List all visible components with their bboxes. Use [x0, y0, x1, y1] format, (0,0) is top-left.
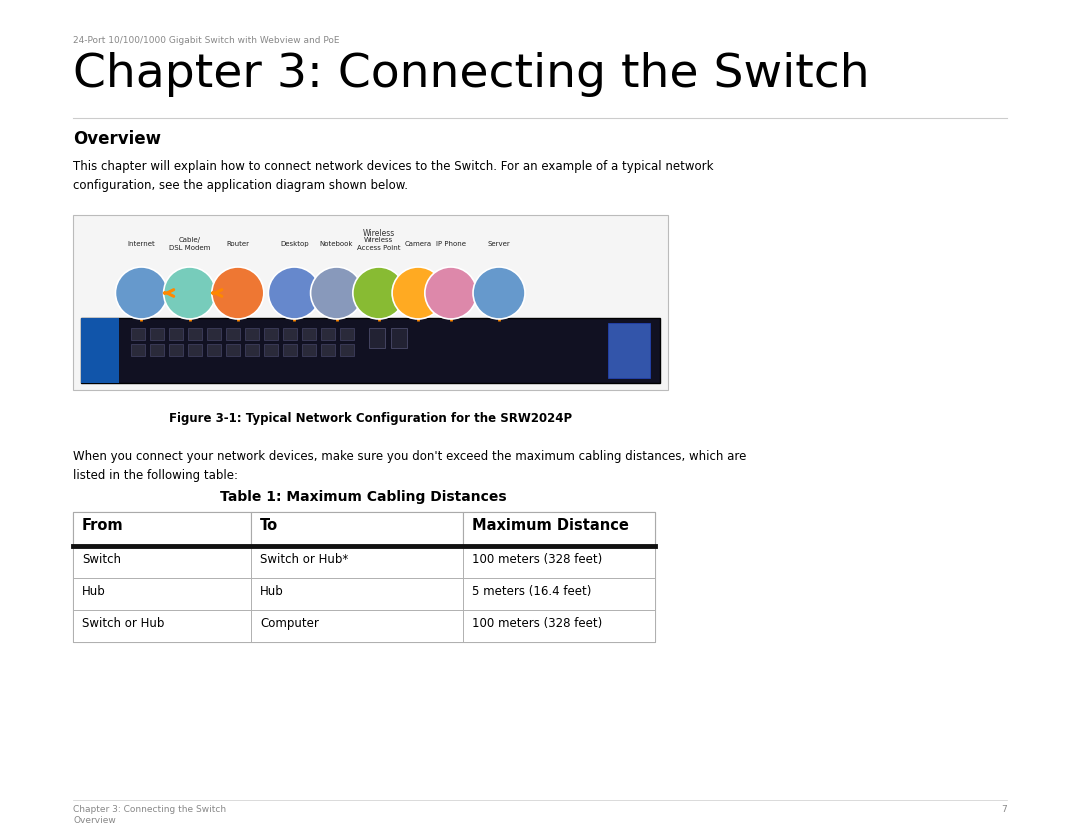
Bar [81, 318, 660, 383]
Text: Figure 3-1: Typical Network Configuration for the SRW2024P: Figure 3-1: Typical Network Configuratio… [168, 412, 572, 425]
Bar [251, 610, 463, 642]
Text: 100 meters (328 feet): 100 meters (328 feet) [472, 617, 603, 630]
Text: This chapter will explain how to connect network devices to the Switch. For an e: This chapter will explain how to connect… [73, 160, 714, 192]
Text: Internet: Internet [127, 241, 156, 247]
Bar [73, 610, 251, 642]
Text: Switch: Switch [82, 553, 121, 566]
Bar [340, 328, 354, 340]
Text: Server: Server [488, 241, 511, 247]
Text: Maximum Distance: Maximum Distance [472, 518, 629, 533]
Text: Overview: Overview [73, 816, 116, 825]
Bar [463, 546, 654, 578]
Bar [73, 578, 251, 610]
Text: Chapter 3: Connecting the Switch: Chapter 3: Connecting the Switch [73, 52, 869, 97]
Bar [283, 328, 297, 340]
Text: Overview: Overview [73, 130, 161, 148]
Ellipse shape [212, 267, 264, 319]
Text: Wireless: Wireless [363, 229, 395, 238]
Text: Wireless: Wireless [364, 237, 393, 243]
Text: Access Point: Access Point [357, 245, 401, 251]
Text: Switch or Hub*: Switch or Hub* [260, 553, 348, 566]
Bar [131, 344, 145, 356]
Bar [264, 344, 278, 356]
Ellipse shape [116, 267, 167, 319]
Text: When you connect your network devices, make sure you don't exceed the maximum ca: When you connect your network devices, m… [73, 450, 746, 481]
Ellipse shape [164, 267, 216, 319]
Text: Switch or Hub: Switch or Hub [82, 617, 164, 630]
Bar [463, 512, 654, 546]
Bar [245, 344, 259, 356]
Text: Hub: Hub [260, 585, 284, 598]
Bar [608, 323, 650, 378]
Bar [283, 344, 297, 356]
Bar [463, 578, 654, 610]
Bar [207, 344, 221, 356]
Bar [150, 344, 164, 356]
Bar [302, 344, 316, 356]
Bar [302, 328, 316, 340]
Bar [264, 328, 278, 340]
Bar [73, 546, 251, 578]
Text: Computer: Computer [260, 617, 319, 630]
Bar [73, 512, 654, 642]
Text: Notebook: Notebook [320, 241, 353, 247]
Bar [245, 328, 259, 340]
Bar [321, 344, 335, 356]
Text: Router: Router [227, 241, 249, 247]
Bar [188, 328, 202, 340]
Text: DSL Modem: DSL Modem [168, 245, 211, 251]
Bar [150, 328, 164, 340]
Bar [73, 215, 669, 390]
Bar [188, 344, 202, 356]
Bar [321, 328, 335, 340]
Bar [131, 328, 145, 340]
Ellipse shape [311, 267, 363, 319]
Bar [369, 328, 384, 348]
Bar [391, 328, 407, 348]
Text: Table 1: Maximum Cabling Distances: Table 1: Maximum Cabling Distances [219, 490, 507, 504]
Ellipse shape [392, 267, 444, 319]
Bar [81, 318, 119, 383]
Bar [251, 512, 463, 546]
Bar [251, 546, 463, 578]
Text: Cable/: Cable/ [178, 237, 201, 243]
Text: Camera: Camera [405, 241, 432, 247]
Text: Desktop: Desktop [280, 241, 309, 247]
Bar [226, 344, 240, 356]
Ellipse shape [268, 267, 321, 319]
Text: IP Phone: IP Phone [436, 241, 465, 247]
Bar [226, 328, 240, 340]
Bar [73, 512, 251, 546]
Text: To: To [260, 518, 279, 533]
Text: Chapter 3: Connecting the Switch: Chapter 3: Connecting the Switch [73, 805, 226, 814]
Text: 24-Port 10/100/1000 Gigabit Switch with Webview and PoE: 24-Port 10/100/1000 Gigabit Switch with … [73, 36, 339, 45]
Ellipse shape [473, 267, 525, 319]
Ellipse shape [353, 267, 405, 319]
Bar [207, 328, 221, 340]
Text: 7: 7 [1001, 805, 1007, 814]
Bar [168, 344, 183, 356]
Bar [168, 328, 183, 340]
Text: 100 meters (328 feet): 100 meters (328 feet) [472, 553, 603, 566]
Ellipse shape [424, 267, 477, 319]
Bar [251, 578, 463, 610]
Text: Hub: Hub [82, 585, 106, 598]
Bar [340, 344, 354, 356]
Text: 5 meters (16.4 feet): 5 meters (16.4 feet) [472, 585, 592, 598]
Bar [463, 610, 654, 642]
Text: From: From [82, 518, 123, 533]
